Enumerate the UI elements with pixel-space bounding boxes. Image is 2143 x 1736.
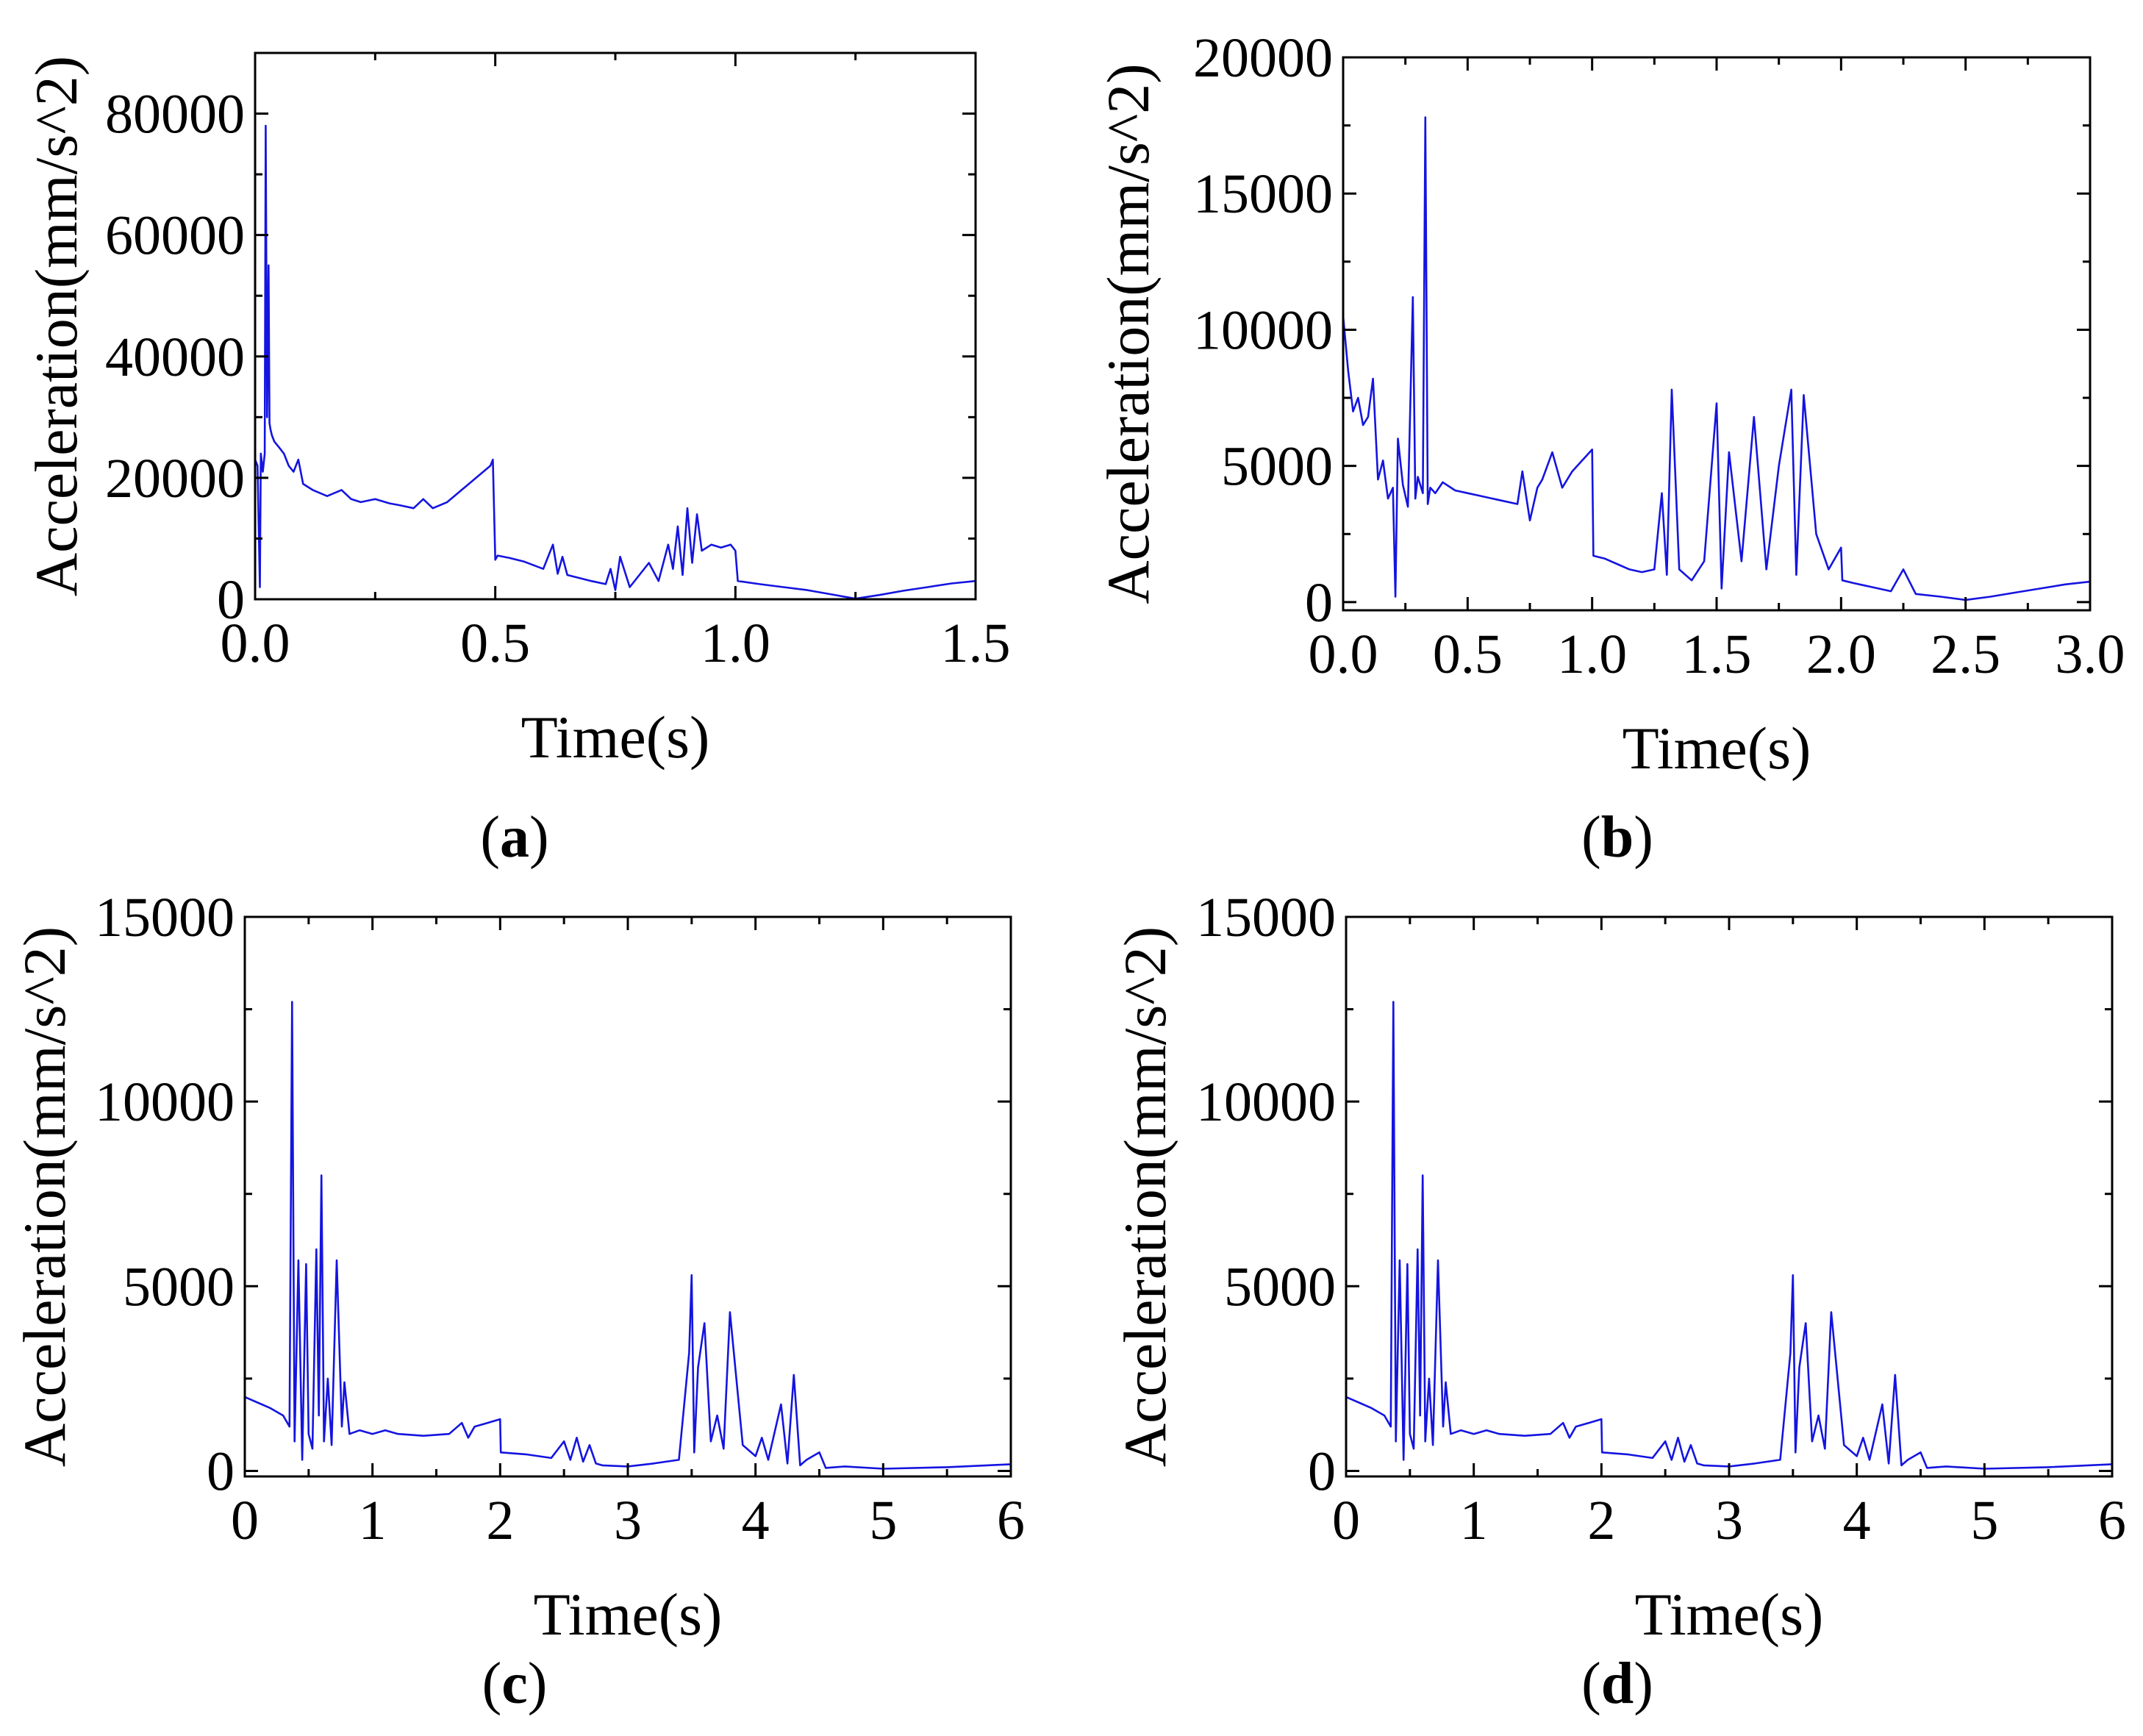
y-tick-label: 80000 (105, 84, 245, 146)
x-tick-label: 1.0 (1557, 624, 1627, 685)
panel-caption: (d) (1581, 1651, 1653, 1716)
x-tick-label: 0 (1332, 1490, 1360, 1551)
y-tick-label: 40000 (105, 326, 245, 388)
y-tick-label: 15000 (1196, 887, 1336, 949)
x-tick-label: 1 (359, 1490, 387, 1551)
x-tick-label: 3 (1715, 1490, 1743, 1551)
y-tick-label: 15000 (95, 887, 235, 949)
x-tick-label: 4 (1843, 1490, 1871, 1551)
x-tick-label: 2 (1587, 1490, 1615, 1551)
series-line-c-0 (245, 1001, 1011, 1470)
x-tick-label: 3 (614, 1490, 642, 1551)
y-axis-title: Acceleration(mm/s^2) (1112, 926, 1178, 1467)
x-tick-label: 6 (997, 1490, 1025, 1551)
x-tick-label: 3.0 (2056, 624, 2125, 685)
panel-a: 0.0 0.5 1.0 1.5 0 20000 40000 60000 80000 Time(s)… (23, 51, 1011, 870)
x-tick-label: 2.5 (1931, 624, 2000, 685)
x-tick-label: 0.5 (460, 612, 530, 674)
y-tick-label: 10000 (1196, 1071, 1336, 1133)
plot-frame (254, 51, 977, 601)
y-tick-label: 0 (1308, 1440, 1336, 1502)
x-tick-label: 5 (1970, 1490, 1998, 1551)
y-tick-label: 0 (217, 569, 245, 631)
panel-letter: a (500, 805, 529, 870)
y-tick-label: 0 (207, 1440, 235, 1502)
y-tick-label: 10000 (95, 1071, 235, 1133)
plot-frame (1345, 915, 2114, 1478)
x-tick-label: 2.0 (1806, 624, 1876, 685)
x-axis-title: Time(s) (1623, 715, 1811, 782)
plot-frame (243, 915, 1012, 1478)
x-tick-label: 6 (2098, 1490, 2126, 1551)
y-axis-title: Acceleration(mm/s^2) (11, 926, 78, 1467)
series-line-d-0 (1346, 1001, 2112, 1470)
panel-d: 0 1 2 3 4 5 6 0 5000 10000 15000 Time(s) Acceleratio… (1112, 887, 2126, 1716)
x-tick-label: 1 (1460, 1490, 1488, 1551)
panel-letter: b (1601, 805, 1634, 870)
x-axis-title: Time(s) (534, 1581, 723, 1648)
y-tick-label: 60000 (105, 205, 245, 267)
x-tick-label: 0 (231, 1490, 259, 1551)
x-tick-label: 1.5 (1682, 624, 1752, 685)
y-tick-label: 0 (1305, 572, 1333, 634)
x-axis-title: Time(s) (521, 704, 710, 771)
y-tick-label: 5000 (1221, 436, 1333, 498)
panel-b: 0.0 0.5 1.0 1.5 2.0 2.5 3.0 0 5000 10000 15000 2000… (1095, 27, 2125, 870)
x-tick-label: 0.5 (1433, 624, 1503, 685)
x-axis-title: Time(s) (1635, 1581, 1824, 1648)
panel-caption: (a) (480, 805, 548, 870)
x-tick-label: 0.0 (1309, 624, 1378, 685)
panel-letter: c (501, 1651, 528, 1716)
y-tick-label: 15000 (1193, 163, 1333, 225)
y-axis-title: Acceleration(mm/s^2) (23, 56, 90, 596)
y-tick-label: 5000 (1224, 1256, 1336, 1318)
y-axis-title: Acceleration(mm/s^2) (1095, 63, 1162, 604)
x-tick-label: 4 (742, 1490, 770, 1551)
plot-frame (1342, 56, 2092, 612)
x-tick-label: 5 (869, 1490, 897, 1551)
x-tick-label: 2 (486, 1490, 514, 1551)
y-tick-label: 20000 (1193, 27, 1333, 89)
panel-caption: (b) (1581, 805, 1653, 870)
y-tick-label: 5000 (123, 1256, 235, 1318)
x-tick-label: 0.0 (221, 612, 290, 674)
y-tick-label: 20000 (105, 448, 245, 510)
y-tick-label: 10000 (1193, 299, 1333, 361)
x-tick-label: 1.5 (941, 612, 1011, 674)
panel-c: 0 1 2 3 4 5 6 0 5000 10000 15000 Time(s) Acceleratio… (11, 887, 1025, 1716)
panel-letter: d (1601, 1651, 1634, 1716)
panel-caption: (c) (482, 1651, 548, 1716)
series-line-b-0 (1343, 116, 2090, 601)
series-line-a-0 (255, 124, 976, 599)
x-tick-label: 1.0 (701, 612, 770, 674)
